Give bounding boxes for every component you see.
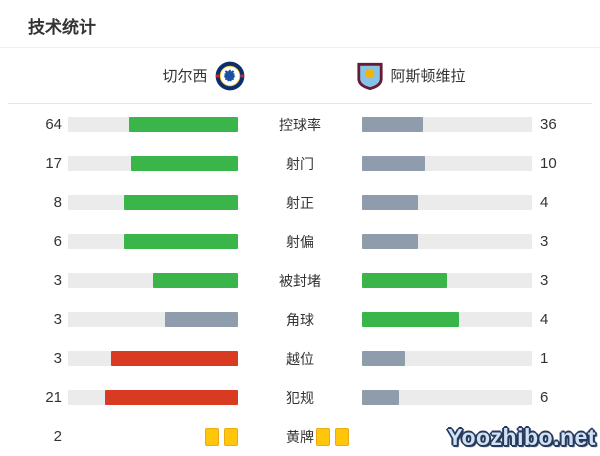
away-value: 3 <box>540 233 549 250</box>
away-bar <box>362 156 532 171</box>
away-bar <box>316 427 532 446</box>
stat-label: 控球率 <box>279 116 321 133</box>
stat-label: 射正 <box>286 194 314 211</box>
away-bar <box>362 234 532 249</box>
away-bar <box>362 312 532 327</box>
home-bar <box>68 390 238 405</box>
away-bar <box>362 351 532 366</box>
away-bar <box>362 117 532 132</box>
stat-row: 3 被封堵 3 <box>0 261 600 300</box>
stat-row: 3 越位 1 <box>0 339 600 378</box>
away-value: 36 <box>540 116 557 133</box>
away-bar <box>362 195 532 210</box>
team-header: 切尔西 阿斯顿维拉 <box>8 48 592 104</box>
stat-row: 17 射门 10 <box>0 144 600 183</box>
stat-label: 黄牌 <box>286 428 314 445</box>
home-value: 6 <box>53 233 62 250</box>
home-bar-fill <box>124 234 238 249</box>
away-value: 1 <box>540 350 549 367</box>
home-bar <box>68 312 238 327</box>
home-team-name: 切尔西 <box>162 68 208 85</box>
away-value: 4 <box>540 194 549 211</box>
stat-label: 角球 <box>286 311 314 328</box>
home-team: 切尔西 <box>8 61 297 91</box>
away-bar <box>362 390 532 405</box>
away-team-name: 阿斯顿维拉 <box>390 68 466 85</box>
away-value: 6 <box>540 389 549 406</box>
away-bar-fill <box>362 312 459 327</box>
stat-row: 3 角球 4 <box>0 300 600 339</box>
stat-row: 64 控球率 36 <box>0 105 600 144</box>
away-yellow-cards <box>316 427 349 446</box>
away-bar-fill <box>362 156 425 171</box>
home-yellow-cards <box>205 427 238 446</box>
stat-row: 8 射正 4 <box>0 183 600 222</box>
home-bar <box>68 195 238 210</box>
chelsea-badge-icon <box>215 61 244 90</box>
home-bar-fill <box>129 117 238 132</box>
home-bar-fill <box>105 390 238 405</box>
away-bar-fill <box>362 234 419 249</box>
away-bar-fill <box>362 351 405 366</box>
home-bar <box>68 273 238 288</box>
watermark: Yoozhibo.net <box>447 424 596 450</box>
away-bar-fill <box>362 273 447 288</box>
yellow-card-icon <box>205 427 219 446</box>
home-bar <box>68 427 238 446</box>
stat-label: 被封堵 <box>279 272 321 289</box>
home-value: 3 <box>53 350 62 367</box>
stat-label: 犯规 <box>286 389 314 406</box>
yellow-card-icon <box>335 427 349 446</box>
yellow-card-icon <box>224 427 238 446</box>
aston-villa-badge-icon <box>356 62 383 90</box>
home-bar-fill <box>164 312 238 327</box>
home-value: 64 <box>45 116 62 133</box>
home-value: 17 <box>45 155 62 172</box>
home-bar <box>68 156 238 171</box>
home-bar-fill <box>130 156 238 171</box>
away-bar <box>362 273 532 288</box>
home-bar <box>68 234 238 249</box>
home-value: 2 <box>53 428 62 445</box>
away-value: 10 <box>540 155 557 172</box>
home-bar-fill <box>153 273 238 288</box>
stat-row: 6 射偏 3 <box>0 222 600 261</box>
stat-label: 射门 <box>286 155 314 172</box>
home-value: 3 <box>53 311 62 328</box>
home-bar <box>68 351 238 366</box>
away-team: 阿斯顿维拉 <box>297 61 593 91</box>
home-bar <box>68 117 238 132</box>
page-title: 技术统计 <box>0 0 600 48</box>
yellow-card-icon <box>316 427 330 446</box>
home-bar-fill <box>124 195 238 210</box>
away-bar-fill <box>362 390 400 405</box>
stat-row: 2 黄牌 <box>0 417 600 456</box>
away-bar-fill <box>362 117 424 132</box>
stat-row: 21 犯规 6 <box>0 378 600 417</box>
away-bar-fill <box>362 195 419 210</box>
home-value: 3 <box>53 272 62 289</box>
stat-label: 越位 <box>286 350 314 367</box>
home-bar-fill <box>110 351 238 366</box>
home-value: 8 <box>53 194 62 211</box>
away-value: 3 <box>540 272 549 289</box>
stat-label: 射偏 <box>286 233 314 250</box>
stats-rows: 64 控球率 36 17 射门 10 8 射正 4 6 射偏 3 3 被封堵 3… <box>0 104 600 456</box>
home-value: 21 <box>45 389 62 406</box>
away-value: 4 <box>540 311 549 328</box>
